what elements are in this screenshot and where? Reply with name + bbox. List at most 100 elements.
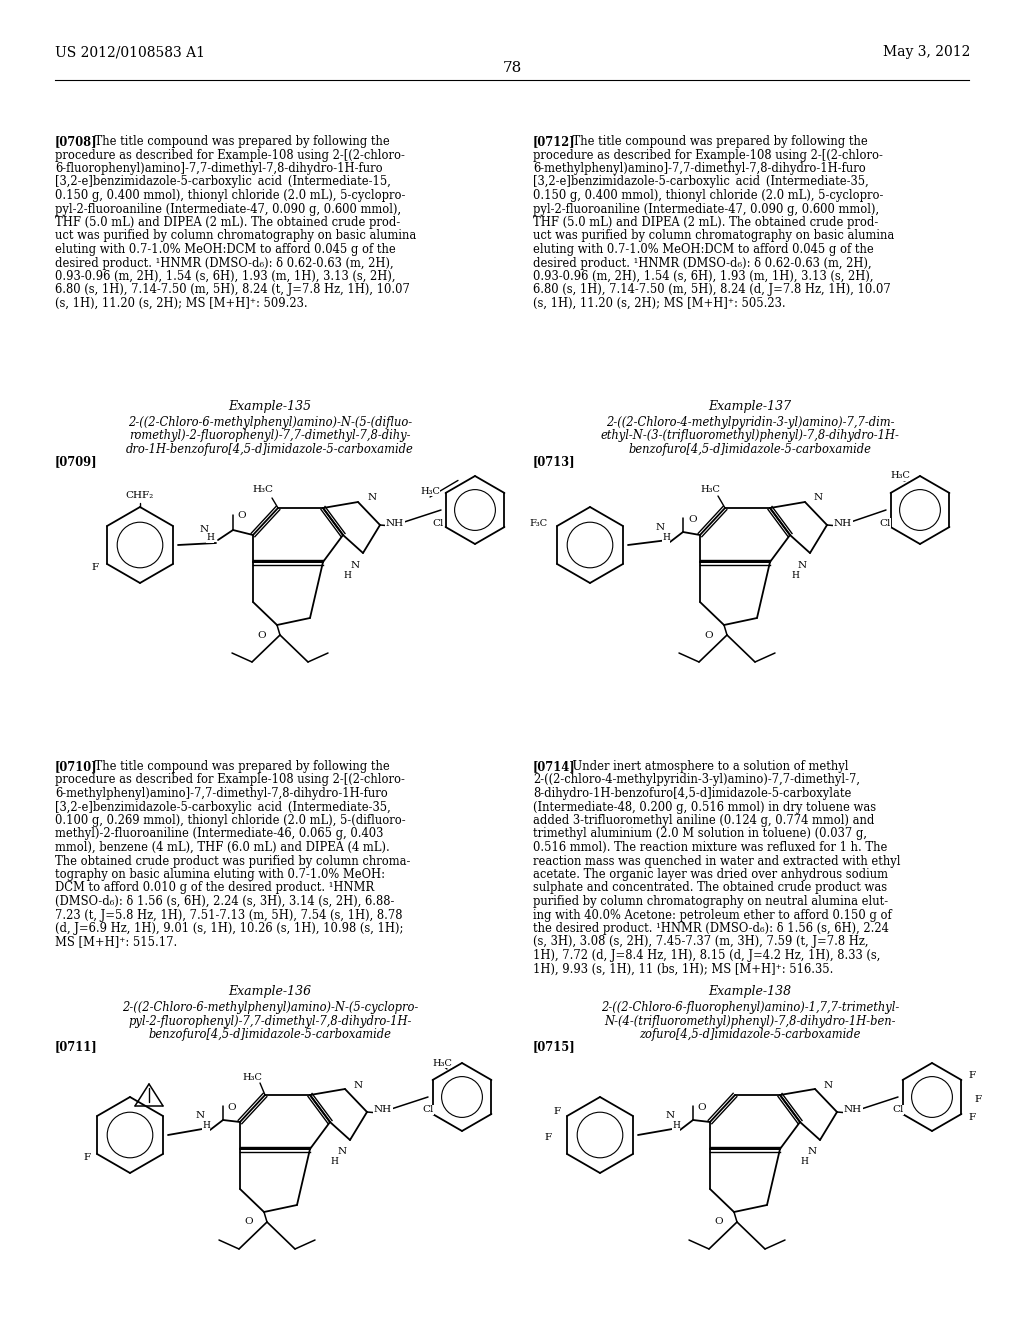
Text: 6.80 (s, 1H), 7.14-7.50 (m, 5H), 8.24 (t, J=7.8 Hz, 1H), 10.07: 6.80 (s, 1H), 7.14-7.50 (m, 5H), 8.24 (t… (55, 284, 410, 297)
Text: reaction mass was quenched in water and extracted with ethyl: reaction mass was quenched in water and … (534, 854, 900, 867)
Text: H: H (202, 1122, 210, 1130)
Text: 6-methylphenyl)amino]-7,7-dimethyl-7,8-dihydro-1H-furo: 6-methylphenyl)amino]-7,7-dimethyl-7,8-d… (55, 787, 388, 800)
Text: N: N (338, 1147, 346, 1156)
Text: O: O (245, 1217, 253, 1226)
Text: uct was purified by column chromatography on basic alumina: uct was purified by column chromatograph… (534, 230, 894, 243)
Text: 0.150 g, 0.400 mmol), thionyl chloride (2.0 mL), 5-cyclopro-: 0.150 g, 0.400 mmol), thionyl chloride (… (534, 189, 884, 202)
Text: F: F (83, 1152, 90, 1162)
Text: desired product. ¹HNMR (DMSO-d₆): δ 0.62-0.63 (m, 2H),: desired product. ¹HNMR (DMSO-d₆): δ 0.62… (534, 256, 871, 269)
Text: THF (5.0 mL) and DIPEA (2 mL). The obtained crude prod-: THF (5.0 mL) and DIPEA (2 mL). The obtai… (534, 216, 879, 228)
Text: H: H (800, 1158, 808, 1167)
Text: 2-((2-Chloro-6-fluorophenyl)amino)-1,7,7-trimethyl-: 2-((2-Chloro-6-fluorophenyl)amino)-1,7,7… (601, 1001, 899, 1014)
Text: N: N (798, 561, 807, 569)
Text: H₃C: H₃C (890, 471, 910, 480)
Text: benzofuro[4,5-d]imidazole-5-carboxamide: benzofuro[4,5-d]imidazole-5-carboxamide (148, 1028, 391, 1041)
Text: 0.93-0.96 (m, 2H), 1.54 (s, 6H), 1.93 (m, 1H), 3.13 (s, 2H),: 0.93-0.96 (m, 2H), 1.54 (s, 6H), 1.93 (m… (55, 271, 395, 282)
Text: Under inert atmosphere to a solution of methyl: Under inert atmosphere to a solution of … (560, 760, 848, 774)
Text: O: O (705, 631, 714, 639)
Text: [0715]: [0715] (534, 1040, 575, 1053)
Text: N: N (196, 1111, 205, 1121)
Text: 6-methylphenyl)amino]-7,7-dimethyl-7,8-dihydro-1H-furo: 6-methylphenyl)amino]-7,7-dimethyl-7,8-d… (534, 162, 865, 176)
Text: O: O (689, 516, 697, 524)
Text: NH: NH (374, 1106, 392, 1114)
Text: N: N (368, 494, 377, 503)
Text: (s, 1H), 11.20 (s, 2H); MS [M+H]⁺: 505.23.: (s, 1H), 11.20 (s, 2H); MS [M+H]⁺: 505.2… (534, 297, 785, 310)
Text: F₃C: F₃C (529, 520, 548, 528)
Text: The title compound was prepared by following the: The title compound was prepared by follo… (560, 135, 867, 148)
Text: N: N (350, 561, 359, 569)
Text: zofuro[4,5-d]imidazole-5-carboxamide: zofuro[4,5-d]imidazole-5-carboxamide (639, 1028, 861, 1041)
Text: N-(4-(trifluoromethyl)phenyl)-7,8-dihydro-1H-ben-: N-(4-(trifluoromethyl)phenyl)-7,8-dihydr… (604, 1015, 896, 1027)
Text: F: F (968, 1114, 975, 1122)
Text: uct was purified by column chromatography on basic alumina: uct was purified by column chromatograph… (55, 230, 416, 243)
Text: 6-fluorophenyl)amino]-7,7-dimethyl-7,8-dihydro-1H-furo: 6-fluorophenyl)amino]-7,7-dimethyl-7,8-d… (55, 162, 383, 176)
Text: [3,2-e]benzimidazole-5-carboxylic acid (Intermediate-15,: [3,2-e]benzimidazole-5-carboxylic acid (… (55, 176, 391, 189)
Text: N: N (666, 1111, 675, 1121)
Text: procedure as described for Example-108 using 2-[(2-chloro-: procedure as described for Example-108 u… (55, 149, 404, 161)
Text: H: H (206, 533, 214, 543)
Text: [0712]: [0712] (534, 135, 575, 148)
Text: N: N (353, 1081, 362, 1089)
Text: eluting with 0.7-1.0% MeOH:DCM to afford 0.045 g of the: eluting with 0.7-1.0% MeOH:DCM to afford… (534, 243, 873, 256)
Text: Example-136: Example-136 (228, 985, 311, 998)
Text: [0711]: [0711] (55, 1040, 97, 1053)
Text: H: H (663, 533, 670, 543)
Text: H: H (792, 570, 799, 579)
Text: procedure as described for Example-108 using 2-[(2-chloro-: procedure as described for Example-108 u… (534, 149, 883, 161)
Text: sulphate and concentrated. The obtained crude product was: sulphate and concentrated. The obtained … (534, 882, 887, 895)
Text: F: F (91, 562, 98, 572)
Text: F: F (553, 1107, 560, 1117)
Text: acetate. The organic layer was dried over anhydrous sodium: acetate. The organic layer was dried ove… (534, 869, 888, 880)
Text: 7.23 (t, J=5.8 Hz, 1H), 7.51-7.13 (m, 5H), 7.54 (s, 1H), 8.78: 7.23 (t, J=5.8 Hz, 1H), 7.51-7.13 (m, 5H… (55, 908, 402, 921)
Text: H₃C: H₃C (253, 486, 273, 495)
Text: 2-((2-Chloro-6-methylphenyl)amino)-N-(5-cyclopro-: 2-((2-Chloro-6-methylphenyl)amino)-N-(5-… (122, 1001, 418, 1014)
Text: N: N (808, 1147, 816, 1156)
Text: Cl: Cl (422, 1106, 434, 1114)
Text: pyl-2-fluoroaniline (Intermediate-47, 0.090 g, 0.600 mmol),: pyl-2-fluoroaniline (Intermediate-47, 0.… (55, 202, 401, 215)
Text: 8-dihydro-1H-benzofuro[4,5-d]imidazole-5-carboxylate: 8-dihydro-1H-benzofuro[4,5-d]imidazole-5… (534, 787, 851, 800)
Text: methyl)-2-fluoroaniline (Intermediate-46, 0.065 g, 0.403: methyl)-2-fluoroaniline (Intermediate-46… (55, 828, 383, 841)
Text: The title compound was prepared by following the: The title compound was prepared by follo… (83, 135, 389, 148)
Text: Cl: Cl (880, 519, 891, 528)
Text: (DMSO-d₆): δ 1.56 (s, 6H), 2.24 (s, 3H), 3.14 (s, 2H), 6.88-: (DMSO-d₆): δ 1.56 (s, 6H), 2.24 (s, 3H),… (55, 895, 394, 908)
Text: added 3-trifluoromethyl aniline (0.124 g, 0.774 mmol) and: added 3-trifluoromethyl aniline (0.124 g… (534, 814, 874, 828)
Text: tography on basic alumina eluting with 0.7-1.0% MeOH:: tography on basic alumina eluting with 0… (55, 869, 385, 880)
Text: 0.93-0.96 (m, 2H), 1.54 (s, 6H), 1.93 (m, 1H), 3.13 (s, 2H),: 0.93-0.96 (m, 2H), 1.54 (s, 6H), 1.93 (m… (534, 271, 873, 282)
Text: O: O (227, 1104, 237, 1113)
Text: May 3, 2012: May 3, 2012 (883, 45, 970, 59)
Text: (s, 1H), 11.20 (s, 2H); MS [M+H]⁺: 509.23.: (s, 1H), 11.20 (s, 2H); MS [M+H]⁺: 509.2… (55, 297, 307, 310)
Text: [0710]: [0710] (55, 760, 97, 774)
Text: The title compound was prepared by following the: The title compound was prepared by follo… (83, 760, 389, 774)
Text: N: N (823, 1081, 833, 1089)
Text: F: F (975, 1096, 982, 1105)
Text: N: N (813, 494, 822, 503)
Text: trimethyl aluminium (2.0 M solution in toluene) (0.037 g,: trimethyl aluminium (2.0 M solution in t… (534, 828, 867, 841)
Text: purified by column chromatography on neutral alumina elut-: purified by column chromatography on neu… (534, 895, 888, 908)
Text: Example-138: Example-138 (709, 985, 792, 998)
Text: DCM to afford 0.010 g of the desired product. ¹HNMR: DCM to afford 0.010 g of the desired pro… (55, 882, 374, 895)
Text: procedure as described for Example-108 using 2-[(2-chloro-: procedure as described for Example-108 u… (55, 774, 404, 787)
Text: Example-135: Example-135 (228, 400, 311, 413)
Text: (Intermediate-48, 0.200 g, 0.516 mmol) in dry toluene was: (Intermediate-48, 0.200 g, 0.516 mmol) i… (534, 800, 877, 813)
Text: desired product. ¹HNMR (DMSO-d₆): δ 0.62-0.63 (m, 2H),: desired product. ¹HNMR (DMSO-d₆): δ 0.62… (55, 256, 393, 269)
Text: CHF₂: CHF₂ (126, 491, 155, 499)
Text: ing with 40.0% Acetone: petroleum ether to afford 0.150 g of: ing with 40.0% Acetone: petroleum ether … (534, 908, 892, 921)
Text: N: N (655, 524, 665, 532)
Text: the desired product. ¹HNMR (DMSO-d₆): δ 1.56 (s, 6H), 2.24: the desired product. ¹HNMR (DMSO-d₆): δ … (534, 921, 889, 935)
Text: 1H), 9.93 (s, 1H), 11 (bs, 1H); MS [M+H]⁺: 516.35.: 1H), 9.93 (s, 1H), 11 (bs, 1H); MS [M+H]… (534, 962, 834, 975)
Text: O: O (258, 631, 266, 639)
Text: benzofuro[4,5-d]imidazole-5-carboxamide: benzofuro[4,5-d]imidazole-5-carboxamide (629, 444, 871, 455)
Text: 0.150 g, 0.400 mmol), thionyl chloride (2.0 mL), 5-cyclopro-: 0.150 g, 0.400 mmol), thionyl chloride (… (55, 189, 406, 202)
Text: Example-137: Example-137 (709, 400, 792, 413)
Text: 0.100 g, 0.269 mmol), thionyl chloride (2.0 mL), 5-(difluoro-: 0.100 g, 0.269 mmol), thionyl chloride (… (55, 814, 406, 828)
Text: O: O (715, 1217, 723, 1226)
Text: Cl: Cl (432, 519, 443, 528)
Text: [0708]: [0708] (55, 135, 97, 148)
Text: 0.516 mmol). The reaction mixture was refluxed for 1 h. The: 0.516 mmol). The reaction mixture was re… (534, 841, 888, 854)
Text: US 2012/0108583 A1: US 2012/0108583 A1 (55, 45, 205, 59)
Text: pyl-2-fluorophenyl)-7,7-dimethyl-7,8-dihydro-1H-: pyl-2-fluorophenyl)-7,7-dimethyl-7,8-dih… (128, 1015, 412, 1027)
Text: [3,2-e]benzimidazole-5-carboxylic acid (Intermediate-35,: [3,2-e]benzimidazole-5-carboxylic acid (… (55, 800, 391, 813)
Text: H: H (330, 1158, 338, 1167)
Text: 2-((2-Chloro-4-methylpyridin-3-yl)amino)-7,7-dim-: 2-((2-Chloro-4-methylpyridin-3-yl)amino)… (606, 416, 894, 429)
Text: THF (5.0 mL) and DIPEA (2 mL). The obtained crude prod-: THF (5.0 mL) and DIPEA (2 mL). The obtai… (55, 216, 400, 228)
